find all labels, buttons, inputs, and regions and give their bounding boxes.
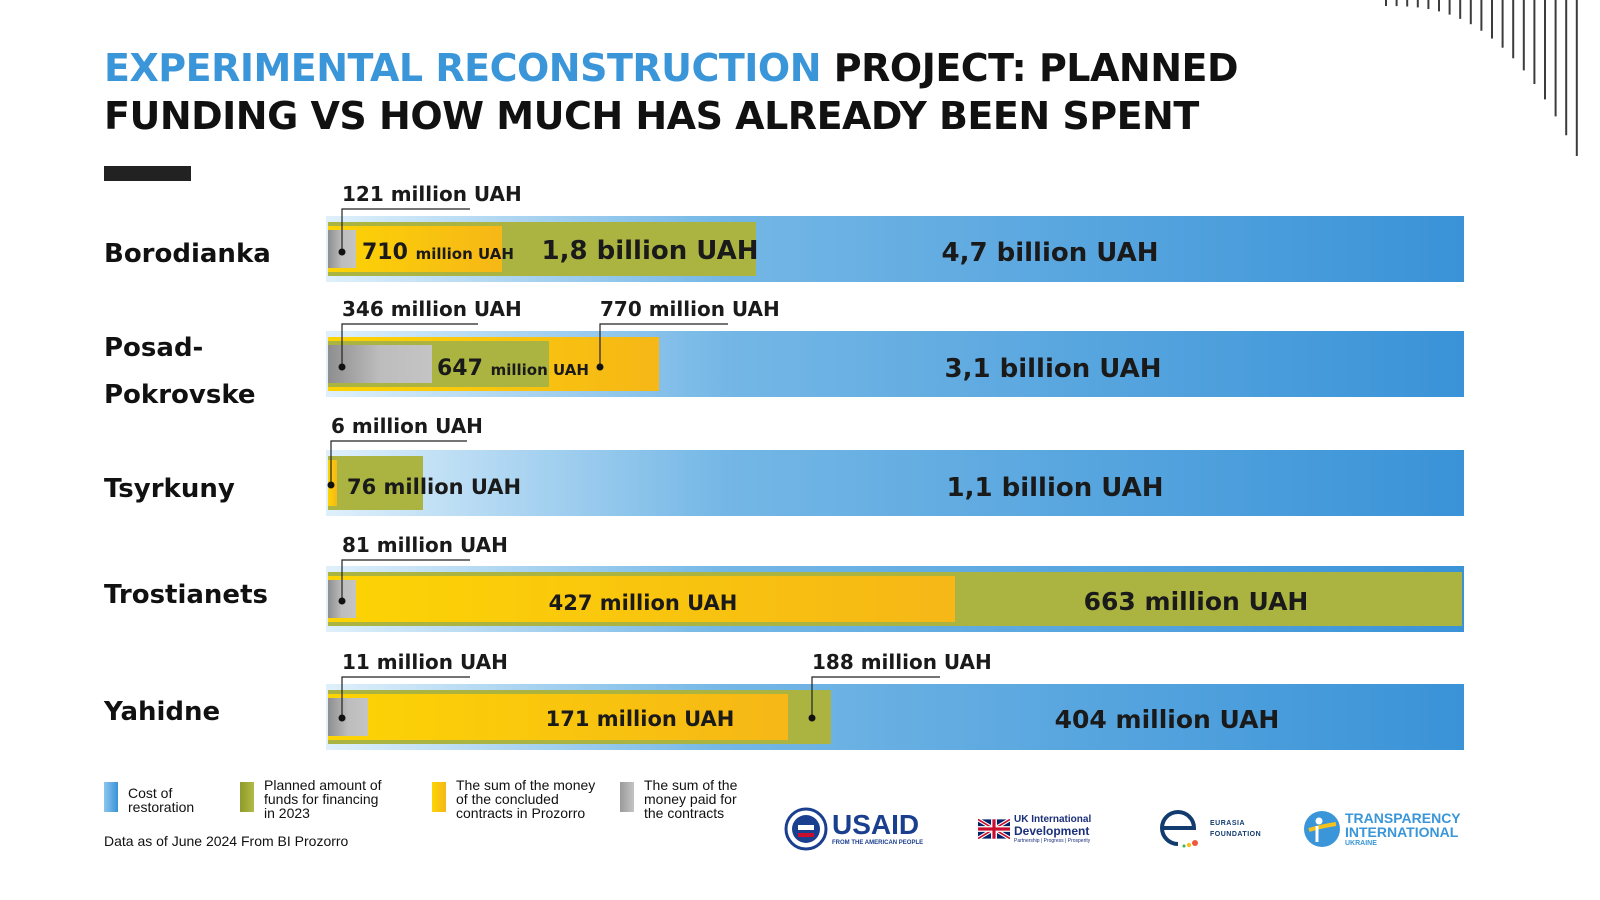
legend-label: the contracts [644,805,725,821]
legend-label: Planned amount of [264,777,382,793]
transparency-international-logo: TRANSPARENCY INTERNATIONAL UKRAINE [1303,805,1461,853]
legend-label: in 2023 [264,805,310,821]
usaid-logo: USAID FROM THE AMERICAN PEOPLE [784,805,923,853]
ti-line3: UKRAINE [1345,839,1377,847]
category-label-posad-line2: Pokrovske [104,380,256,410]
category-label-yahidne: Yahidne [104,697,221,727]
callout-paid-borodianka-leader-line [341,208,470,252]
legend-swatch-blue [104,782,118,812]
eurasia-line2: FOUNDATION [1210,831,1262,838]
callout-contracts-posad-pokrovske-dot [596,363,604,371]
title-underline-bar [104,166,191,181]
legend-label: restoration [128,799,195,815]
callout-paid-borodianka-label: 121 million UAH [342,182,522,206]
category-label-trostianets: Trostianets [104,580,268,610]
title-line-2: FUNDING VS HOW MUCH HAS ALREADY BEEN SPE… [104,94,1199,138]
callout-contracts-tsyrkuny-dot [327,481,335,489]
category-label-borodianka: Borodianka [104,239,271,269]
label-cost-yahidne: 404 million UAH [1055,705,1280,734]
bar-planned-tsyrkuny [328,456,423,510]
label-cost-borodianka: 4,7 billion UAH [942,238,1159,268]
legend-label: contracts in Prozorro [456,805,586,821]
bar-contracts-trostianets [328,576,955,622]
callout-paid-yahidne-dot [338,714,346,722]
eurasia-line1: EURASIA [1210,820,1246,827]
usaid-seal-icon [784,807,828,851]
decorative-lines [1385,0,1578,156]
legend-swatch-green [240,782,254,812]
legend-label: The sum of the [644,777,738,793]
bar-paid-yahidne [328,698,368,736]
bar-cost-tsyrkuny [326,450,1464,516]
title-rest: PROJECT: PLANNED [821,46,1239,90]
callout-paid-posad-pokrovske-label: 346 million UAH [342,297,522,321]
callout-planned-yahidne-dot [808,714,816,722]
callout-paid-posad-pokrovske-leader-line [341,323,478,367]
label-planned-borodianka: 1,8 billion UAH [542,236,759,266]
callout-contracts-posad-pokrovske-label: 770 million UAH [600,297,780,321]
bar-contracts-yahidne [328,694,788,740]
label-planned-tsyrkuny: 76 million UAH [347,475,521,499]
usaid-wordmark: USAID [832,809,920,840]
legend-label: Cost of [128,785,173,801]
callout-planned-yahidne-label: 188 million UAH [812,650,992,674]
bar-paid-posad-pokrovske [328,345,432,383]
label-contracts-yahidne: 171 million UAH [546,707,735,731]
ti-globe-icon [1304,811,1340,847]
callout-contracts-tsyrkuny-leader-line [330,440,467,485]
callout-planned-yahidne-leader-line [811,676,940,718]
uk-international-development-logo: UK International Development Partnership… [978,805,1091,853]
label-planned-trostianets: 663 million UAH [1084,587,1309,616]
label-cost-tsyrkuny: 1,1 billion UAH [947,473,1164,503]
legend-swatch-yellow [432,782,446,812]
label-contracts-trostianets: 427 million UAH [549,591,738,615]
category-label-tsyrkuny: Tsyrkuny [104,474,235,504]
union-jack-icon [978,819,1010,839]
callout-paid-trostianets-leader-line [341,559,470,601]
usaid-tagline: FROM THE AMERICAN PEOPLE [832,840,924,846]
ukid-tagline: Partnership | Progress | Prosperity [1014,837,1091,844]
label-cost-posad-pokrovske: 3,1 billion UAH [945,354,1162,384]
ukid-line1: UK International [1014,813,1092,825]
bar-contracts-borodianka [328,226,502,272]
legend-swatch-grey [620,782,634,812]
category-label-posad-line1: Posad- [104,333,204,363]
label-planned-posad-pokrovske: 647 million UAH [437,356,589,381]
legend-label: funds for financing [264,791,379,807]
callout-contracts-tsyrkuny-label: 6 million UAH [331,414,483,438]
title-accent: EXPERIMENTAL RECONSTRUCTION [104,46,822,90]
callout-contracts-posad-pokrovske-leader-line [599,323,728,367]
ti-line1: TRANSPARENCY [1345,809,1461,826]
legend-label: The sum of the money [456,777,596,793]
eurasia-e-icon [1160,810,1198,848]
label-contracts-borodianka: 710 million UAH [362,240,514,265]
ukid-line2: Development [1014,823,1090,838]
eurasia-foundation-logo: EURASIA FOUNDATION [1158,805,1261,853]
callout-paid-yahidne-label: 11 million UAH [342,650,508,674]
legend-label: of the concluded [456,791,559,807]
ti-line2: INTERNATIONAL [1345,823,1459,840]
data-source-note: Data as of June 2024 From BI Prozorro [104,833,349,849]
legend-label: money paid for [644,791,737,807]
page-title: EXPERIMENTAL RECONSTRUCTION PROJECT: PLA… [104,44,1239,140]
callout-paid-posad-pokrovske-dot [338,363,346,371]
callout-paid-trostianets-label: 81 million UAH [342,533,508,557]
callout-paid-borodianka-dot [338,248,346,256]
callout-paid-trostianets-dot [338,597,346,605]
callout-paid-yahidne-leader-line [341,676,470,718]
